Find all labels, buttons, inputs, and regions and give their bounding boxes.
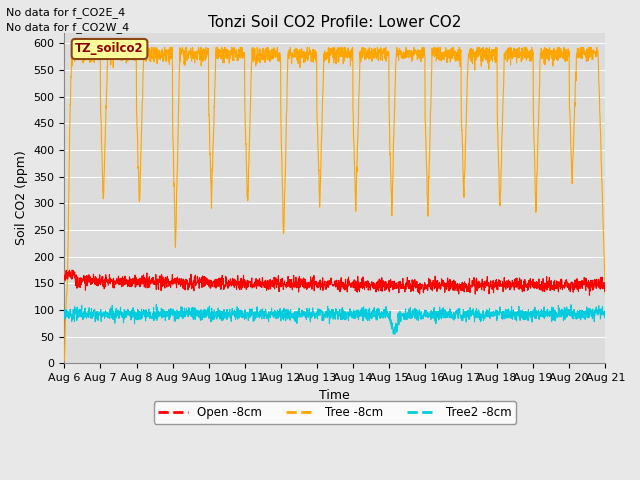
Text: No data for f_CO2W_4: No data for f_CO2W_4 [6, 22, 130, 33]
Text: TZ_soilco2: TZ_soilco2 [76, 43, 144, 56]
Y-axis label: Soil CO2 (ppm): Soil CO2 (ppm) [15, 151, 28, 245]
Title: Tonzi Soil CO2 Profile: Lower CO2: Tonzi Soil CO2 Profile: Lower CO2 [208, 15, 461, 30]
X-axis label: Time: Time [319, 389, 350, 402]
Text: No data for f_CO2E_4: No data for f_CO2E_4 [6, 7, 125, 18]
Legend: Open -8cm, Tree -8cm, Tree2 -8cm: Open -8cm, Tree -8cm, Tree2 -8cm [154, 401, 516, 424]
